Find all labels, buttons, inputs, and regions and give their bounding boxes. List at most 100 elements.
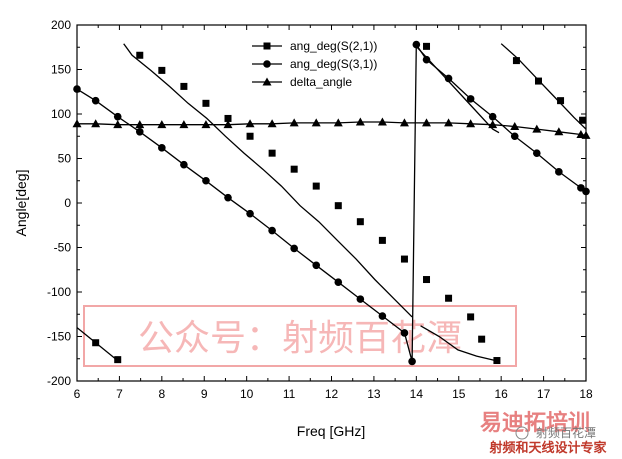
watermark: 公众号：射频百花潭 [83,305,517,367]
y-tick-label: 0 [64,196,71,210]
data-point [510,132,519,141]
data-point [135,128,144,136]
data-point [333,118,343,127]
y-axis-title: Angle[deg] [13,170,29,237]
data-point [445,294,453,302]
data-point [312,261,321,270]
data-point [180,82,188,90]
x-tick-label: 14 [410,387,424,401]
y-tick-label: 150 [51,63,71,77]
data-point [579,116,587,124]
data-point [478,335,486,343]
data-point [400,329,409,337]
data-point [356,218,364,226]
y-tick-label: 200 [51,18,71,32]
wechat-icon [515,426,529,440]
legend-label: ang_deg(S(3,1)) [290,57,377,71]
series-line [420,325,496,362]
x-tick-label: 17 [537,387,551,401]
data-point [289,118,299,127]
corner-wechat-text: 射频百花潭 [536,425,596,440]
data-point [510,121,520,130]
data-point [377,117,387,126]
y-tick-label: 100 [51,107,71,121]
data-point [113,112,122,121]
data-point [202,99,210,107]
data-point [223,120,233,129]
data-point [113,120,123,129]
x-tick-label: 16 [494,387,508,401]
data-point [555,168,563,176]
data-point [224,114,232,122]
data-point [378,312,387,320]
data-point [201,120,211,129]
y-tick-label: -150 [47,330,71,344]
legend-label: ang_deg(S(2,1)) [290,39,377,53]
x-tick-label: 7 [116,387,123,401]
x-tick-label: 18 [579,387,593,401]
data-point [267,119,277,128]
data-point [202,176,210,185]
legend-label: delta_angle [290,75,352,89]
data-point [136,51,144,59]
data-point [512,57,520,65]
series-line [500,43,587,130]
data-point [444,118,454,127]
data-point [268,226,276,235]
series-1 [76,42,587,365]
data-point [135,120,145,129]
data-point [158,66,166,74]
y-tick-label: -50 [54,241,72,255]
x-tick-label: 13 [367,387,381,401]
data-point [180,160,188,169]
data-point [444,74,453,83]
data-point [158,144,166,152]
data-point [534,77,542,85]
corner-sub-text: 射频和天线设计专家 [488,440,607,456]
data-point [554,127,564,136]
data-point [114,356,122,364]
x-tick-label: 10 [240,387,254,401]
y-tick-label: -100 [47,285,71,299]
data-point [73,85,81,93]
data-point [311,118,321,127]
data-point [312,182,320,190]
x-tick-label: 6 [74,387,81,401]
x-axis-title: Freq [GHz] [297,423,365,439]
data-point [355,117,365,126]
x-tick-label: 15 [452,387,466,401]
data-point [246,132,254,140]
data-point [581,130,591,139]
data-point [400,255,408,263]
x-tick-label: 11 [283,387,296,401]
data-point [224,193,232,202]
data-point [488,120,498,129]
data-point [72,119,82,128]
data-point [157,120,167,129]
data-point [290,244,298,253]
data-point [290,165,298,173]
data-point [423,42,431,50]
legend-marker [263,42,271,50]
y-tick-label: -200 [47,374,71,388]
data-point [334,278,343,287]
data-point [246,209,254,218]
legend: ang_deg(S(2,1)) ang_deg(S(3,1)) delta_angl… [252,39,377,89]
corner-logo-text: 易迪拓培训 [480,410,590,436]
data-point [91,119,101,128]
legend-marker [262,77,272,86]
data-point [493,357,501,365]
data-point [92,339,100,347]
data-point [91,96,100,105]
corner-logo: 易迪拓培训 射频百花潭 射频和天线设计专家 [480,410,608,456]
data-point [557,97,565,105]
data-point [582,187,590,196]
data-point [532,124,542,133]
data-point [399,118,409,127]
data-point [466,95,475,103]
data-point [467,313,475,321]
data-point [245,119,255,128]
data-point [466,119,476,128]
data-point [422,55,431,64]
